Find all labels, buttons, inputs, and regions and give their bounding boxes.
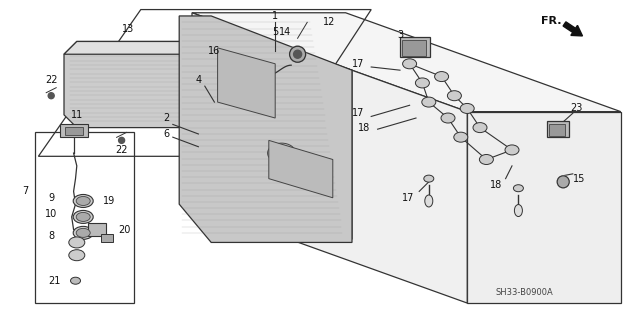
Polygon shape: [269, 140, 333, 198]
Text: 3: 3: [397, 30, 403, 40]
Ellipse shape: [460, 103, 474, 114]
Ellipse shape: [76, 197, 90, 205]
Bar: [101, 234, 113, 242]
Text: 7: 7: [22, 186, 29, 197]
Polygon shape: [64, 41, 198, 128]
Text: SH33-B0900A: SH33-B0900A: [496, 288, 554, 297]
Ellipse shape: [69, 250, 84, 261]
Text: 21: 21: [48, 276, 61, 286]
Ellipse shape: [70, 277, 81, 284]
Ellipse shape: [473, 122, 487, 133]
FancyArrow shape: [563, 22, 582, 36]
Ellipse shape: [76, 212, 90, 221]
Text: 12: 12: [323, 17, 336, 27]
Bar: [400, 37, 430, 57]
Bar: [60, 124, 88, 137]
Text: 2: 2: [163, 113, 170, 123]
Text: 6: 6: [163, 129, 170, 139]
Circle shape: [222, 65, 232, 75]
Ellipse shape: [73, 195, 93, 207]
Text: 20: 20: [118, 225, 131, 235]
Bar: [65, 127, 83, 135]
Ellipse shape: [479, 154, 493, 165]
Text: 10: 10: [45, 209, 58, 219]
Text: 17: 17: [352, 59, 365, 69]
Circle shape: [294, 50, 301, 58]
Ellipse shape: [73, 226, 93, 239]
Polygon shape: [192, 13, 467, 303]
Text: 17: 17: [402, 193, 415, 203]
Text: 9: 9: [48, 193, 54, 203]
Polygon shape: [467, 112, 621, 303]
Text: 15: 15: [573, 174, 586, 184]
Text: 5: 5: [272, 27, 278, 37]
Ellipse shape: [425, 195, 433, 207]
Text: 11: 11: [70, 110, 83, 120]
Text: 18: 18: [358, 122, 371, 133]
Ellipse shape: [447, 91, 461, 101]
Text: 1: 1: [272, 11, 278, 21]
Text: 16: 16: [208, 46, 221, 56]
Ellipse shape: [422, 97, 436, 107]
Polygon shape: [179, 16, 352, 242]
Text: 4: 4: [195, 75, 202, 85]
Ellipse shape: [441, 113, 455, 123]
Ellipse shape: [435, 71, 449, 82]
Polygon shape: [211, 32, 352, 239]
Ellipse shape: [403, 59, 417, 69]
Text: 22: 22: [45, 75, 58, 85]
Text: 13: 13: [122, 24, 134, 34]
Bar: [547, 121, 569, 137]
Text: 19: 19: [102, 196, 115, 206]
Bar: [88, 223, 106, 236]
Bar: [549, 124, 565, 136]
Text: 8: 8: [48, 231, 54, 241]
Ellipse shape: [415, 78, 429, 88]
Polygon shape: [218, 48, 275, 118]
Text: 17: 17: [351, 108, 364, 118]
Circle shape: [48, 93, 54, 99]
Text: 23: 23: [570, 103, 582, 114]
Ellipse shape: [515, 204, 522, 217]
Text: 22: 22: [115, 145, 128, 155]
Bar: [35, 132, 134, 303]
Text: FR.: FR.: [541, 16, 561, 26]
Polygon shape: [64, 41, 198, 54]
Ellipse shape: [505, 145, 519, 155]
Text: 18: 18: [490, 180, 502, 190]
Text: 14: 14: [278, 27, 291, 37]
Ellipse shape: [69, 237, 84, 248]
Circle shape: [290, 46, 306, 62]
Ellipse shape: [424, 175, 434, 182]
Bar: [402, 40, 426, 56]
Ellipse shape: [454, 132, 468, 142]
Ellipse shape: [513, 185, 524, 192]
Polygon shape: [192, 13, 621, 112]
Circle shape: [557, 176, 569, 188]
Ellipse shape: [76, 228, 90, 237]
Ellipse shape: [73, 211, 93, 223]
Ellipse shape: [268, 143, 296, 163]
Circle shape: [118, 137, 125, 143]
